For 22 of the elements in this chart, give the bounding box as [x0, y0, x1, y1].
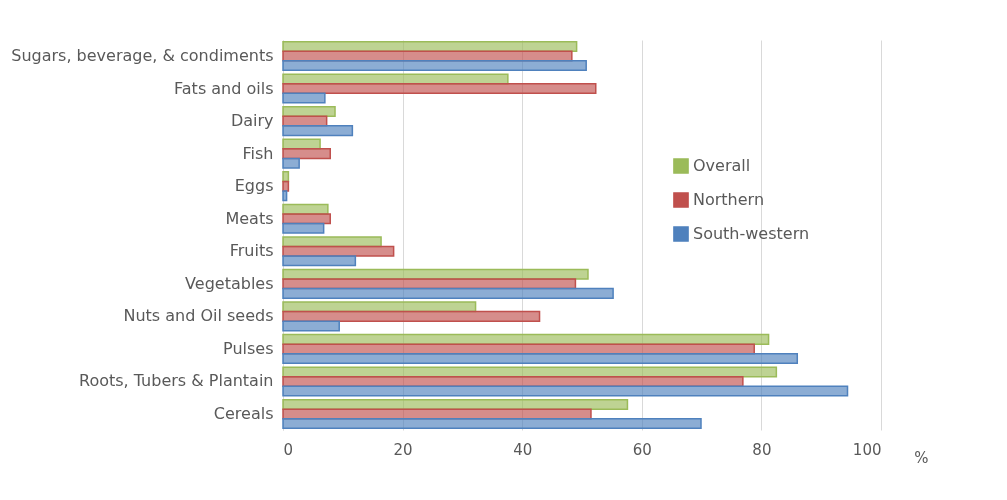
y-tick-label: Nuts and Oil seeds	[123, 306, 274, 326]
legend-label: South-western	[693, 224, 810, 243]
x-tick-label: 60	[632, 440, 652, 459]
y-tick-label: Pulses	[223, 338, 274, 358]
x-tick-label: 80	[752, 440, 772, 459]
y-tick-label: Roots, Tubers & Plantain	[78, 371, 274, 391]
y-tick-label: Eggs	[234, 176, 274, 196]
y-tick-label: Fats and oils	[174, 78, 274, 98]
x-tick-label: 0	[283, 440, 294, 459]
y-tick-label: Vegetables	[185, 273, 274, 293]
y-tick-label: Fish	[242, 143, 274, 163]
x-tick-label: 20	[393, 440, 413, 459]
y-tick-label: Cereals	[213, 404, 274, 424]
y-tick-label: Fruits	[229, 241, 274, 261]
x-tick-label: 100	[852, 440, 882, 459]
y-tick-label: Dairy	[230, 111, 274, 131]
legend-label: Overall	[693, 156, 751, 175]
x-axis-title: %	[914, 448, 929, 467]
y-tick-label: Meats	[225, 208, 274, 228]
y-tick-label: Sugars, beverage, & condiments	[11, 45, 274, 65]
legend-label: Northern	[693, 190, 765, 209]
x-tick-label: 40	[513, 440, 533, 459]
